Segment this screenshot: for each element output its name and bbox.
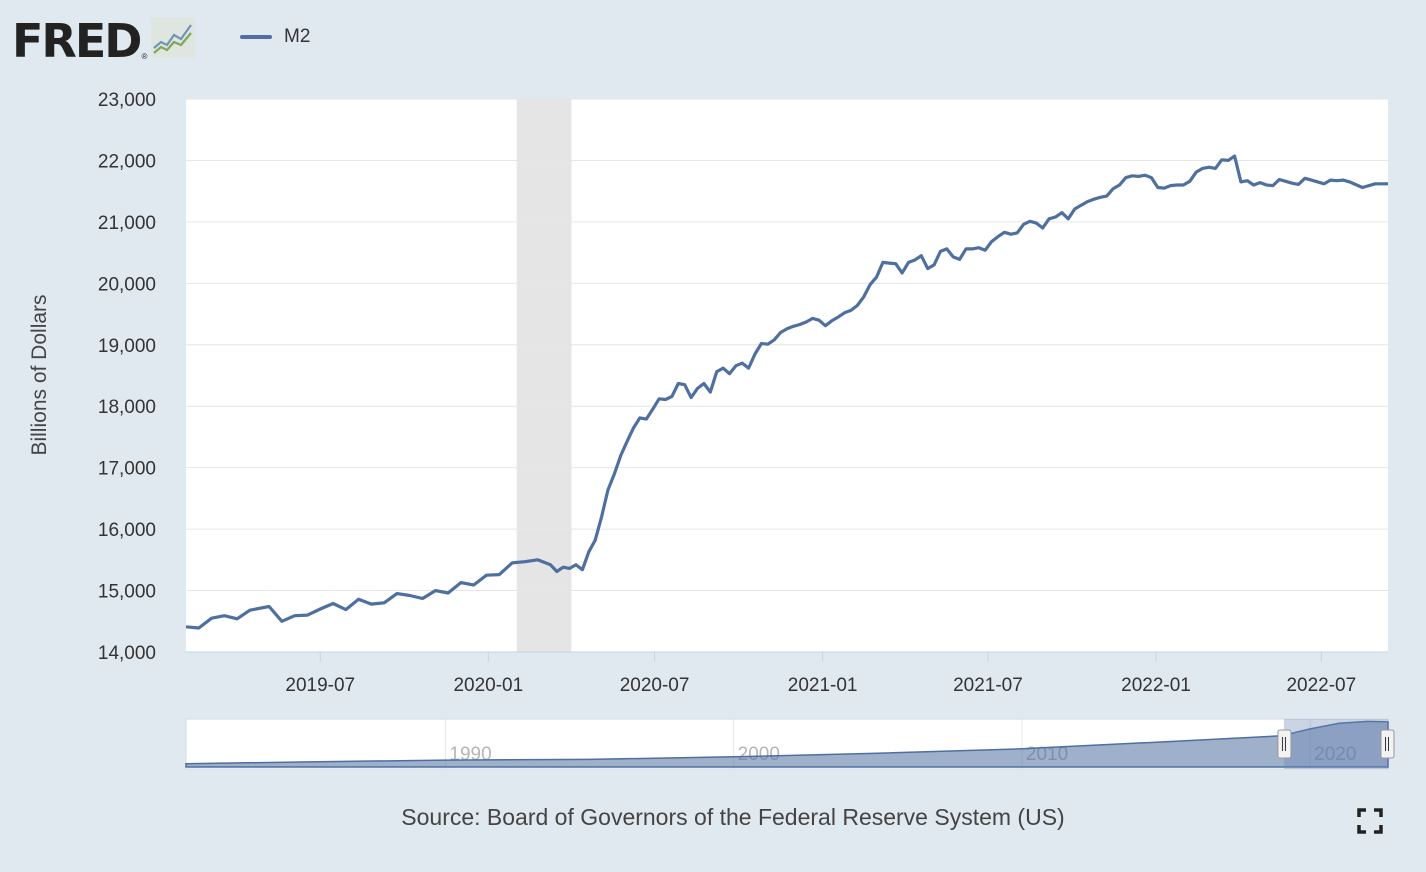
navigator[interactable]: 1990200020102020 [185,718,1395,770]
navigator-handle-grip [1380,729,1395,759]
legend-swatch-m2 [240,35,272,39]
logo-text: FRED [12,14,142,68]
x-tick-label: 2022-07 [1286,675,1356,696]
recession-shading [516,99,572,652]
legend-label-m2: M2 [284,26,311,47]
x-tick-label: 2021-01 [788,675,858,696]
legend[interactable]: M2 [240,26,310,48]
source-note: Source: Board of Governors of the Federa… [401,804,1065,830]
gridlines [186,98,1388,592]
y-tick-label: 16,000 [98,520,156,541]
x-axis-ticks: 2019-07 2020-01 2020-07 2021-01 2021-07 2022-… [285,652,1356,696]
navigator-handle-right[interactable] [1380,729,1395,759]
y-tick-label: 20,000 [98,274,156,295]
fred-chart-icon [151,18,196,58]
navigator-area [185,720,1389,768]
y-tick-label: 18,000 [98,397,156,418]
series-line-m2[interactable] [185,154,1388,630]
y-tick-label: 21,000 [98,213,156,234]
y-tick-label: 17,000 [98,459,156,480]
x-tick-label: 2020-07 [620,675,690,696]
x-tick-label: 2019-07 [285,675,355,696]
x-tick-label: 2020-01 [453,675,523,696]
navigator-handle-left[interactable] [1277,729,1292,759]
fullscreen-icon[interactable] [1357,808,1383,834]
y-tick-label: 14,000 [98,643,156,664]
y-axis-label: Billions of Dollars [28,294,51,455]
y-tick-label: 22,000 [98,151,156,172]
x-tick-label: 2022-01 [1121,675,1191,696]
y-axis-ticks: 14,000 15,000 16,000 17,000 18,000 19,000 20,0… [98,90,156,664]
navigator-selection[interactable] [1283,719,1388,769]
registered-mark: ® [141,52,148,61]
y-tick-label: 23,000 [98,90,156,111]
fred-logo[interactable]: FRED ® [12,14,196,68]
y-tick-label: 19,000 [98,336,156,357]
plot-background [186,99,1388,652]
chart[interactable]: 14,000 15,000 16,000 17,000 18,000 19,000 20,0… [0,0,1426,800]
x-tick-label: 2021-07 [953,675,1023,696]
y-tick-label: 15,000 [98,582,156,603]
navigator-handle-grip [1277,729,1292,759]
